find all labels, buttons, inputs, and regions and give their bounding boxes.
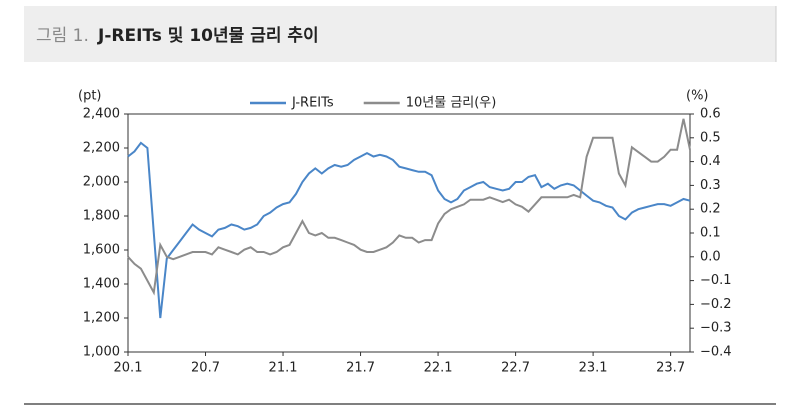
- y-tick-label: 1,600: [83, 243, 120, 258]
- y-tick-label: 1,200: [83, 311, 120, 326]
- y-tick-label: 1,800: [83, 209, 120, 224]
- y2-tick-label: 0.4: [700, 154, 721, 169]
- y-unit: (pt): [78, 89, 102, 104]
- y-tick-label: 1,000: [83, 345, 120, 360]
- series-line: [127, 141, 691, 319]
- y-tick-label: 2,000: [83, 175, 120, 190]
- legend-label: 10년물 금리(우): [406, 96, 497, 111]
- x-tick-label: 22.1: [424, 361, 453, 376]
- series-line: [127, 118, 691, 296]
- y2-tick-label: 0.0: [700, 249, 721, 264]
- y-tick-label: 2,200: [83, 141, 120, 156]
- x-tick-label: 20.1: [114, 361, 143, 376]
- figure-label: 그림 1.: [36, 26, 89, 46]
- y2-tick-label: −0.2: [700, 297, 732, 312]
- legend-label: J-REITs: [291, 96, 334, 111]
- title-bar: [24, 6, 776, 62]
- y-tick-label: 2,400: [83, 107, 120, 122]
- x-tick-label: 21.1: [269, 361, 298, 376]
- x-tick-label: 23.1: [579, 361, 608, 376]
- y2-unit: (%): [686, 89, 709, 104]
- x-tick-label: 21.7: [346, 361, 375, 376]
- y2-tick-label: 0.5: [700, 130, 721, 145]
- y2-tick-label: −0.1: [700, 273, 732, 288]
- plot-frame: [127, 113, 691, 353]
- y2-tick-label: 0.6: [700, 107, 721, 122]
- x-tick-label: 20.7: [191, 361, 220, 376]
- x-tick-label: 22.7: [501, 361, 530, 376]
- y-tick-label: 1,400: [83, 277, 120, 292]
- y2-tick-label: 0.3: [700, 178, 721, 193]
- y2-tick-label: −0.3: [700, 321, 732, 336]
- y2-tick-label: −0.4: [700, 345, 732, 360]
- chart-title: J-REITs 및 10년물 금리 추이: [97, 26, 319, 46]
- y2-tick-label: 0.2: [700, 202, 721, 217]
- x-tick-label: 23.7: [656, 361, 685, 376]
- y2-tick-label: 0.1: [700, 226, 721, 241]
